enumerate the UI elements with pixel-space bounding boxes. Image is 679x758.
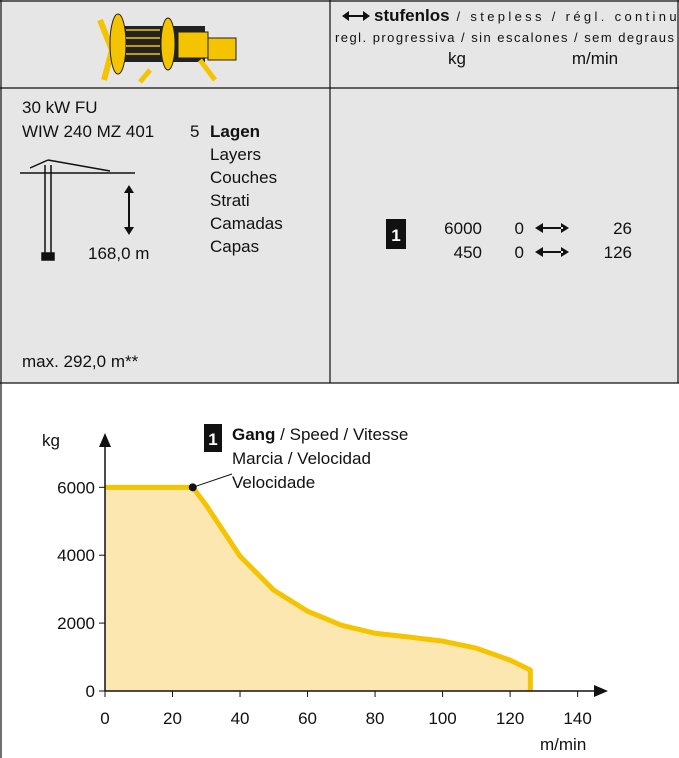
crane-icon [20,159,135,261]
speed-min: 0 [515,243,524,262]
range-arrow [535,247,569,257]
layers: Lagen Layers Couches Strati Camadas Capas [210,122,283,256]
y-arrow [99,433,111,447]
speed-load: 450 [454,243,482,262]
x-tick-label: 0 [100,709,109,728]
gear-label: 1 [391,226,400,245]
range-arrow [535,223,569,233]
leader-line [192,473,233,488]
motor-model: WIW 240 MZ 401 [22,122,154,141]
x-arrow [594,685,608,697]
x-tick-label: 120 [496,709,524,728]
x-tick-label: 40 [231,709,250,728]
annotation-rest: / Speed / Vitesse [275,425,408,444]
x-tick-label: 60 [298,709,317,728]
annotation-line: Marcia / Velocidad [232,449,371,468]
layer-name: Couches [210,168,277,187]
unit-load: kg [448,49,466,68]
speed-mode-bold: stufenlos [374,6,450,25]
hook-height: 168,0 m [88,244,149,263]
gear-badge [386,219,406,249]
x-tick-label: 20 [163,709,182,728]
layer-name: Capas [210,237,259,256]
speed-max: 26 [613,219,632,238]
gear-label: 1 [208,430,217,449]
y-tick-label: 0 [86,682,95,701]
x-tick-label: 140 [563,709,591,728]
x-tick-label: 100 [428,709,456,728]
area-fill [105,487,531,691]
speed-load: 6000 [444,219,482,238]
stepless-arrow [342,11,370,21]
chart: 0 20 40 60 80 100 120 140 0 2000 4000 6000 m/min kg 1 G… [42,424,608,754]
speed-min: 0 [515,219,524,238]
annotation-line: Velocidade [232,473,315,492]
x-tick-label: 80 [366,709,385,728]
unit-speed: m/min [572,49,618,68]
annotation-bold: Gang [232,425,275,444]
annotation-dot [188,483,197,492]
layer-name: Camadas [210,214,283,233]
y-tick-label: 2000 [57,614,95,633]
annotation-title: Gang / Speed / Vitesse [232,425,408,444]
layer-name: Layers [210,145,261,164]
motor-power: 30 kW FU [22,98,98,117]
layer-name: Lagen [210,122,260,141]
gear-badge [204,424,222,452]
speed-mode: stufenlos / stepless / régl. continu [374,6,677,25]
curve [105,484,533,691]
winch-icon [97,13,237,84]
layer-name: Strati [210,191,250,210]
y-tick-label: 4000 [57,546,95,565]
y-tick-label: 6000 [57,478,95,497]
y-axis-label: kg [42,431,60,450]
max-height: max. 292,0 m** [22,352,139,371]
layers-count: 5 [190,122,199,141]
speed-rows: 6000 0 26 450 0 126 [444,219,632,262]
x-axis-label: m/min [540,735,586,754]
speed-max: 126 [604,243,632,262]
